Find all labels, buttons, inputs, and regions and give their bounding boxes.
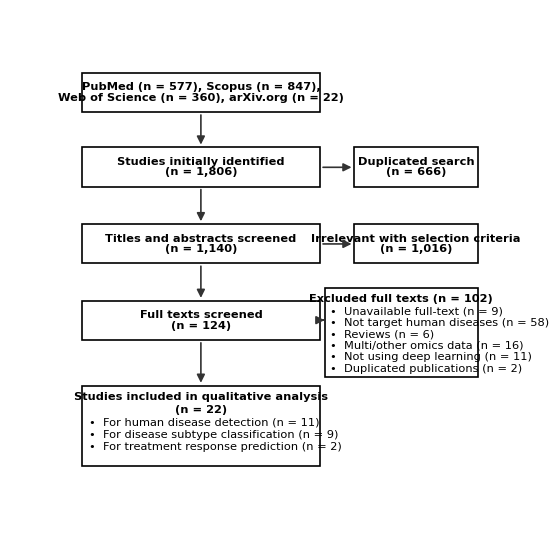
Text: •  Unavailable full-text (n = 9): • Unavailable full-text (n = 9) [331,306,503,316]
FancyBboxPatch shape [81,73,320,112]
Text: •  For treatment response prediction (n = 2): • For treatment response prediction (n =… [89,442,342,452]
Text: •  For human disease detection (n = 11): • For human disease detection (n = 11) [89,417,320,428]
Text: •  Reviews (n = 6): • Reviews (n = 6) [331,329,435,339]
Text: (n = 124): (n = 124) [171,321,231,330]
Text: (n = 1,140): (n = 1,140) [164,244,237,254]
Text: •  Multi/other omics data (n = 16): • Multi/other omics data (n = 16) [331,341,524,351]
Text: Full texts screened: Full texts screened [140,310,262,320]
Text: (n = 1,016): (n = 1,016) [380,244,452,254]
FancyBboxPatch shape [354,147,478,187]
Text: Titles and abstracts screened: Titles and abstracts screened [105,233,296,244]
Text: Studies included in qualitative analysis: Studies included in qualitative analysis [74,392,328,402]
Text: Irrelevant with selection criteria: Irrelevant with selection criteria [311,233,521,244]
FancyBboxPatch shape [81,224,320,264]
Text: Web of Science (n = 360), arXiv.org (n = 22): Web of Science (n = 360), arXiv.org (n =… [58,93,344,103]
Text: PubMed (n = 577), Scopus (n = 847),: PubMed (n = 577), Scopus (n = 847), [81,82,320,93]
Text: •  Not target human diseases (n = 58): • Not target human diseases (n = 58) [331,317,549,328]
FancyBboxPatch shape [81,147,320,187]
FancyBboxPatch shape [354,224,478,264]
Text: •  For disease subtype classification (n = 9): • For disease subtype classification (n … [89,430,339,440]
Text: (n = 666): (n = 666) [386,167,447,177]
Text: •  Not using deep learning (n = 11): • Not using deep learning (n = 11) [331,352,532,363]
Text: (n = 1,806): (n = 1,806) [164,167,237,177]
Text: (n = 22): (n = 22) [175,405,227,415]
Text: Duplicated search: Duplicated search [358,157,475,167]
Text: •  Duplicated publications (n = 2): • Duplicated publications (n = 2) [331,364,522,374]
FancyBboxPatch shape [81,301,320,340]
FancyBboxPatch shape [324,288,478,377]
Text: Excluded full texts (n = 102): Excluded full texts (n = 102) [309,294,493,303]
Text: Studies initially identified: Studies initially identified [117,157,285,167]
FancyBboxPatch shape [81,386,320,466]
